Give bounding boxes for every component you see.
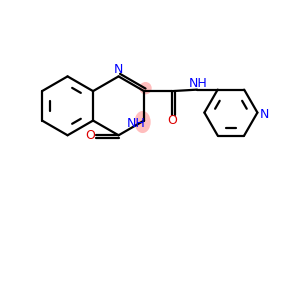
Text: O: O <box>85 129 95 142</box>
Text: NH: NH <box>126 117 145 130</box>
Text: NH: NH <box>189 77 208 90</box>
Text: N: N <box>260 108 269 121</box>
Ellipse shape <box>139 82 152 94</box>
Ellipse shape <box>134 111 151 133</box>
Text: N: N <box>114 63 123 76</box>
Text: O: O <box>168 114 178 127</box>
